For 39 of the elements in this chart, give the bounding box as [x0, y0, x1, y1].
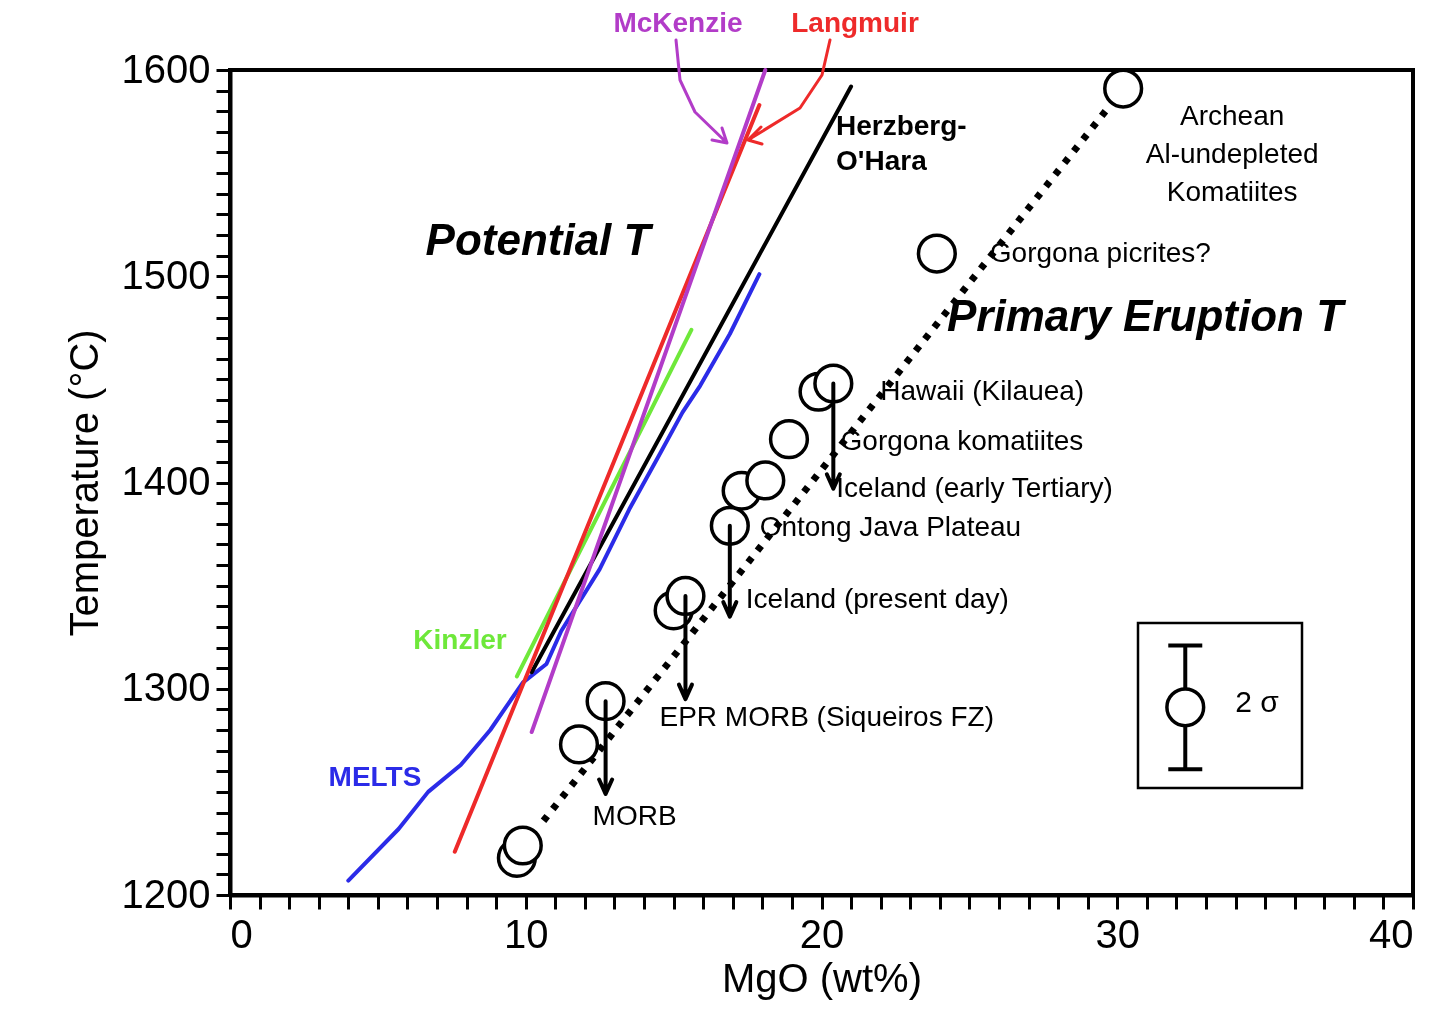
annotation: Potential T: [425, 215, 654, 264]
point: [916, 233, 957, 274]
annotation: Ontong Java Plateau: [759, 510, 1022, 542]
series-label: MELTS: [328, 761, 422, 792]
point: [709, 505, 750, 546]
annotation: Archean Al-undepleted Komatiites: [1145, 99, 1319, 207]
point: [1165, 687, 1206, 728]
x-tick-label: 40: [1369, 911, 1414, 956]
annotation: Gorgona picrites?: [989, 236, 1211, 268]
x-tick-label: 30: [1095, 911, 1140, 956]
annotation: Hawaii (Kilauea): [880, 374, 1085, 406]
point: [558, 724, 600, 765]
y-tick-label: 1600: [121, 46, 211, 91]
series-label: 2 σ: [1235, 685, 1280, 718]
annotation: EPR MORB (Siqueiros FZ): [659, 700, 994, 732]
x-tick-label: 10: [504, 911, 549, 956]
annotation: Iceland (early Tertiary): [836, 471, 1113, 503]
y-tick-label: 1300: [121, 665, 211, 710]
series-label: Kinzler: [413, 624, 507, 655]
annotation: Gorgona komatiites: [840, 424, 1084, 456]
point: [502, 825, 543, 866]
series-label: Herzberg-O'Hara: [836, 110, 967, 176]
point: [745, 460, 786, 501]
point: [768, 419, 810, 460]
annotation: Iceland (present day): [745, 582, 1009, 614]
y-tick-label: 1500: [121, 252, 211, 297]
annotation: MORB: [592, 800, 677, 832]
x-axis-title: MgO (wt%): [722, 955, 922, 1000]
text: Langmuir: [791, 7, 919, 38]
annotation: Primary Eruption T: [946, 291, 1347, 340]
series-label: McKenzie: [613, 7, 743, 38]
point: [813, 363, 854, 404]
point: [585, 681, 626, 722]
y-axis-title: Temperature (°C): [61, 329, 106, 637]
point: [665, 575, 706, 617]
y-tick-label: 1400: [121, 459, 211, 503]
y-tick-label: 1200: [121, 871, 211, 916]
x-tick-label: 20: [799, 911, 845, 956]
x-tick-label: 0: [230, 911, 253, 956]
